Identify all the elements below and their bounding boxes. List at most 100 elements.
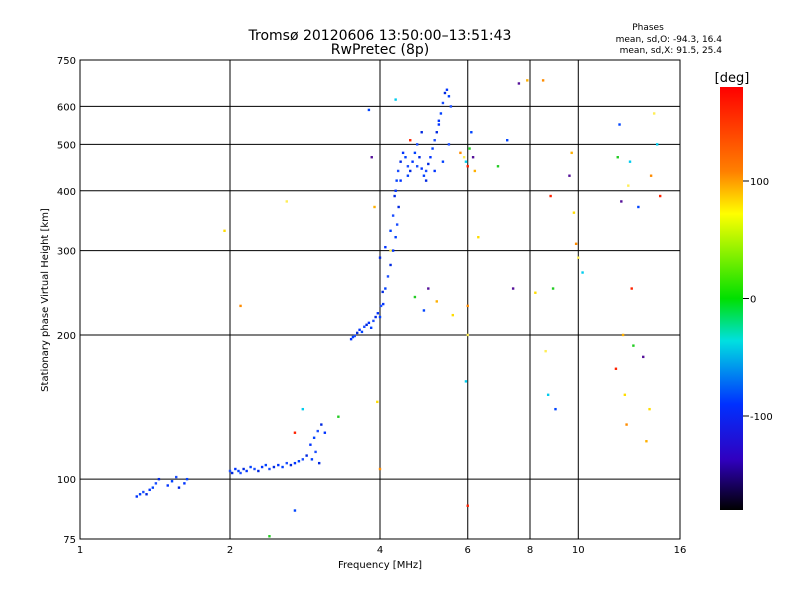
data-point: [445, 88, 449, 91]
data-point: [466, 304, 469, 308]
data-point: [297, 460, 301, 463]
data-point: [142, 490, 145, 494]
data-point: [439, 112, 443, 115]
data-point: [293, 509, 297, 512]
data-point: [397, 205, 400, 209]
data-point: [549, 194, 552, 198]
x-tick-label: 8: [527, 545, 533, 556]
phase-stats-x: mean, sd,X: 91.5, 25.4: [620, 46, 723, 56]
data-point: [289, 463, 293, 467]
data-point: [360, 330, 364, 334]
colorbar-tick-label: 0: [750, 295, 756, 306]
y-tick-label: 75: [63, 535, 76, 546]
phase-stats-o: mean, sd,O: -94.3, 16.4: [616, 35, 723, 45]
data-point: [541, 79, 545, 82]
data-point: [572, 211, 576, 214]
data-point: [534, 291, 537, 294]
data-point: [623, 393, 627, 397]
data-point: [395, 179, 398, 182]
data-point: [396, 169, 400, 173]
data-point: [272, 465, 276, 469]
data-point: [418, 156, 421, 159]
data-point: [632, 344, 635, 347]
data-point: [431, 147, 434, 150]
data-point: [374, 315, 377, 319]
data-point: [323, 431, 327, 434]
data-point: [151, 486, 155, 489]
data-point: [649, 174, 653, 177]
y-axis-label: Stationary phase Virtual Height [km]: [40, 208, 51, 392]
data-point: [658, 194, 662, 198]
data-point: [551, 287, 555, 290]
data-point: [628, 160, 632, 163]
data-point: [625, 423, 628, 426]
data-point: [395, 223, 399, 226]
data-points: [135, 79, 662, 538]
data-point: [517, 82, 521, 85]
data-point: [314, 450, 317, 454]
data-point: [268, 535, 271, 538]
data-point: [415, 165, 419, 168]
data-point: [268, 467, 271, 471]
data-point: [424, 169, 428, 173]
data-point: [185, 477, 189, 481]
y-tick-label: 750: [57, 56, 76, 67]
data-point: [170, 480, 174, 483]
data-point: [413, 151, 417, 155]
data-point: [447, 95, 451, 98]
data-point: [447, 143, 451, 146]
data-point: [526, 79, 529, 82]
data-point: [389, 263, 392, 267]
data-point: [415, 143, 419, 146]
data-point: [363, 325, 366, 329]
data-point: [466, 165, 469, 168]
data-point: [367, 321, 371, 325]
data-point: [464, 380, 468, 383]
data-point: [577, 256, 580, 259]
y-tick-label: 300: [57, 247, 76, 258]
data-point: [621, 333, 625, 337]
x-tick-label: 2: [227, 545, 233, 556]
data-point: [253, 467, 256, 471]
data-point: [384, 245, 387, 249]
data-point: [349, 337, 353, 341]
data-point: [301, 458, 305, 461]
data-point: [353, 334, 356, 338]
data-point: [223, 229, 226, 232]
data-point: [245, 469, 248, 473]
data-point: [568, 174, 571, 177]
x-tick-label: 1: [77, 545, 83, 556]
data-point: [470, 131, 473, 134]
chart-title: Tromsø 20120606 13:50:00–13:51:43: [248, 28, 512, 44]
data-point: [316, 429, 319, 433]
data-point: [505, 139, 509, 142]
data-point: [393, 194, 396, 198]
data-point: [320, 423, 323, 426]
data-point: [285, 461, 288, 465]
data-point: [358, 328, 361, 332]
data-point: [435, 300, 438, 303]
data-point: [427, 287, 430, 290]
data-point: [429, 156, 432, 159]
data-point: [464, 160, 468, 163]
x-tick-labels: 1 2 4 6 8 10 16: [77, 545, 687, 556]
data-point: [389, 229, 392, 232]
data-point: [370, 156, 373, 159]
data-point: [386, 275, 390, 278]
data-point: [449, 105, 453, 108]
data-point: [183, 482, 186, 485]
data-point: [424, 179, 428, 182]
data-point: [260, 465, 264, 469]
data-point: [652, 112, 656, 115]
data-point: [574, 242, 578, 245]
data-point: [379, 304, 383, 308]
data-point: [382, 302, 385, 306]
data-point: [477, 235, 480, 239]
data-point: [627, 184, 630, 187]
data-point: [645, 440, 648, 443]
y-tick-label: 600: [57, 102, 76, 113]
data-point: [367, 108, 371, 112]
data-point: [228, 469, 232, 473]
data-point: [154, 482, 158, 485]
colorbar-tick-label: -100: [750, 412, 773, 423]
